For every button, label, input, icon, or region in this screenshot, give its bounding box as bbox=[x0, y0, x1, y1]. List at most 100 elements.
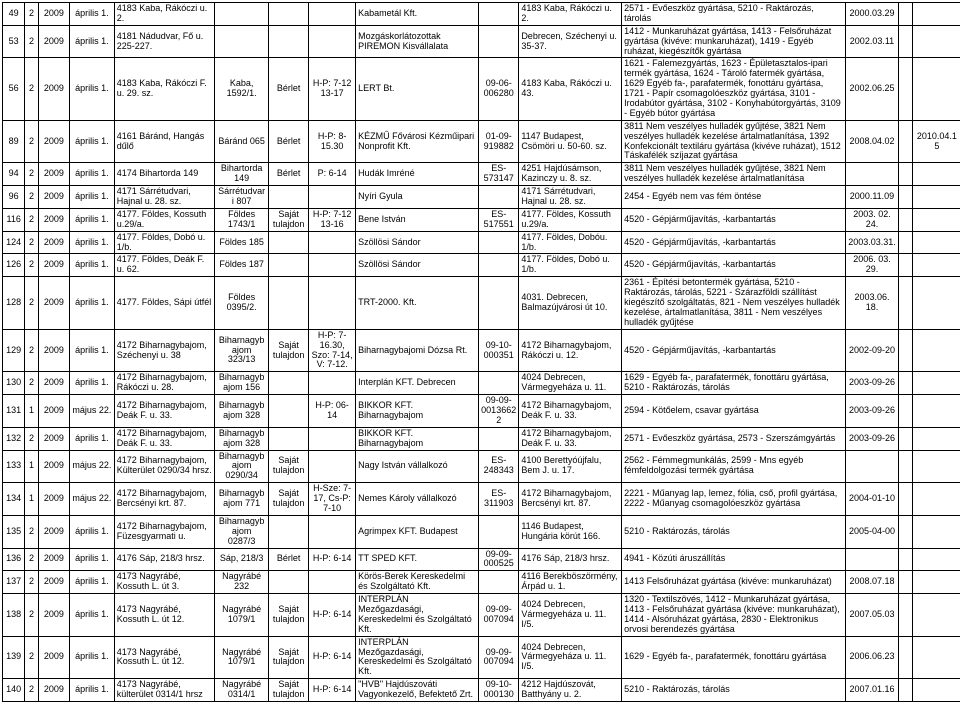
table-cell: 4172 Biharnagybajom, Bercsényi krt. 87. bbox=[519, 483, 622, 516]
table-cell bbox=[309, 277, 356, 329]
table-cell: 2009 bbox=[38, 208, 69, 231]
table-cell: 4176 Sáp, 218/3 hrsz. bbox=[519, 548, 622, 571]
table-cell: Saját tulajdon bbox=[268, 636, 308, 679]
table-cell: 4520 - Gépjárműjavítás, -karbantartás bbox=[622, 231, 846, 254]
table-cell bbox=[899, 254, 912, 277]
table-cell: 133 bbox=[3, 450, 25, 483]
table-cell: Földes 1743/1 bbox=[215, 208, 269, 231]
table-cell: P: 6-14 bbox=[309, 163, 356, 186]
table-cell: 2361 - Építési betontermék gyártása, 521… bbox=[622, 277, 846, 329]
table-cell: 09-09-00136622 bbox=[479, 395, 519, 428]
table-cell bbox=[912, 58, 960, 120]
table-cell: 2000.03.29 bbox=[845, 3, 899, 26]
table-cell: 1146 Budapest, Hungária körút 166. bbox=[519, 515, 622, 548]
table-cell: Szöllösi Sándor bbox=[356, 254, 479, 277]
table-cell: 4181 Nádudvar, Fő u. 225-227. bbox=[114, 25, 215, 58]
table-cell bbox=[479, 277, 519, 329]
table-cell: április 1. bbox=[70, 329, 115, 372]
table-cell: Bene István bbox=[356, 208, 479, 231]
table-cell: Báránd 065 bbox=[215, 120, 269, 163]
table-cell: 2002.06.25 bbox=[845, 58, 899, 120]
table-cell: 2009 bbox=[38, 163, 69, 186]
table-cell bbox=[268, 515, 308, 548]
table-cell: Mozgáskorlátozottak PIREMON Kisvállalata bbox=[356, 25, 479, 58]
table-row: 14022009április 1.4173 Nagyrábé, külterü… bbox=[3, 679, 960, 702]
table-cell: április 1. bbox=[70, 515, 115, 548]
table-cell: április 1. bbox=[70, 186, 115, 209]
table-cell: Saját tulajdon bbox=[268, 329, 308, 372]
table-row: 13222009április 1.4172 Biharnagybajom, D… bbox=[3, 427, 960, 450]
table-cell: 2009 bbox=[38, 231, 69, 254]
table-cell bbox=[479, 231, 519, 254]
table-cell: 129 bbox=[3, 329, 25, 372]
table-cell: H-P: 6-14 bbox=[309, 679, 356, 702]
table-cell: 4172 Biharnagybajom, Deák F. u. 33. bbox=[114, 427, 215, 450]
table-cell: Kabametál Kft. bbox=[356, 3, 479, 26]
table-row: 13312009május 22.4172 Biharnagybajom, Kü… bbox=[3, 450, 960, 483]
table-cell bbox=[268, 372, 308, 395]
table-cell: Saját tulajdon bbox=[268, 483, 308, 516]
table-cell: április 1. bbox=[70, 548, 115, 571]
table-cell: 2007.01.16 bbox=[845, 679, 899, 702]
table-cell: LERT Bt. bbox=[356, 58, 479, 120]
table-cell: 138 bbox=[3, 594, 25, 637]
table-cell bbox=[309, 25, 356, 58]
table-cell: Biharnagyb ajom 156 bbox=[215, 372, 269, 395]
table-cell: 2 bbox=[25, 636, 38, 679]
table-cell: 2 bbox=[25, 679, 38, 702]
table-cell bbox=[912, 329, 960, 372]
table-cell: 4177. Földes, Kossuth u.29/a. bbox=[519, 208, 622, 231]
table-cell: 4177. Földes, Dobóu. 1/b. bbox=[519, 231, 622, 254]
table-cell: 132 bbox=[3, 427, 25, 450]
table-row: 13922009április 1.4173 Nagyrábé, Kossuth… bbox=[3, 636, 960, 679]
table-row: 8922009április 1.4161 Báránd, Hangás dűl… bbox=[3, 120, 960, 163]
table-cell bbox=[912, 571, 960, 594]
table-cell: 2454 - Egyéb nem vas fém öntése bbox=[622, 186, 846, 209]
table-cell bbox=[899, 483, 912, 516]
table-cell bbox=[309, 3, 356, 26]
table-cell: Agrimpex KFT. Budapest bbox=[356, 515, 479, 548]
table-cell: április 1. bbox=[70, 163, 115, 186]
table-cell: 09-06-006280 bbox=[479, 58, 519, 120]
table-cell: Saját tulajdon bbox=[268, 594, 308, 637]
table-cell: 2221 - Műanyag lap, lemez, fólia, cső, p… bbox=[622, 483, 846, 516]
table-cell: Nagyrábé 1079/1 bbox=[215, 636, 269, 679]
table-row: 9422009április 1.4174 Bihartorda 149Biha… bbox=[3, 163, 960, 186]
table-cell: 124 bbox=[3, 231, 25, 254]
table-cell: 4171 Sárrétudvari, Hajnal u. 28. sz. bbox=[114, 186, 215, 209]
table-cell: 2009 bbox=[38, 427, 69, 450]
table-cell: 2009 bbox=[38, 372, 69, 395]
table-cell bbox=[479, 186, 519, 209]
table-cell bbox=[215, 25, 269, 58]
table-cell: 4116 Berekböszörmény, Árpád u. 1. bbox=[519, 571, 622, 594]
table-cell: április 1. bbox=[70, 277, 115, 329]
table-cell bbox=[912, 208, 960, 231]
table-row: 13022009április 1.4172 Biharnagybajom, R… bbox=[3, 372, 960, 395]
table-cell: 09-10-000351 bbox=[479, 329, 519, 372]
table-cell bbox=[912, 372, 960, 395]
table-cell bbox=[899, 231, 912, 254]
table-cell: 4251 Hajdúsámson, Kazinczy u. 8. sz. bbox=[519, 163, 622, 186]
table-cell bbox=[845, 450, 899, 483]
table-cell bbox=[309, 427, 356, 450]
table-cell bbox=[268, 3, 308, 26]
table-cell: INTERPLÁN Mezőgazdasági, Kereskedelmi és… bbox=[356, 594, 479, 637]
table-cell bbox=[912, 450, 960, 483]
table-cell: Bérlet bbox=[268, 58, 308, 120]
table-cell: 4520 - Gépjárműjavítás, -karbantartás bbox=[622, 254, 846, 277]
table-cell: 1412 - Munkaruházat gyártása, 1413 - Fel… bbox=[622, 25, 846, 58]
table-cell: 2571 - Evőeszköz gyártása, 2573 - Szersz… bbox=[622, 427, 846, 450]
table-cell: BIKKOR KFT. Biharnagybajom bbox=[356, 395, 479, 428]
table-body: 4922009április 1.4183 Kaba, Rákóczi u. 2… bbox=[3, 3, 960, 702]
table-cell bbox=[309, 571, 356, 594]
table-row: 13622009április 1.4176 Sáp, 218/3 hrsz.S… bbox=[3, 548, 960, 571]
table-cell: április 1. bbox=[70, 679, 115, 702]
table-cell bbox=[899, 594, 912, 637]
table-cell: Nemes Károly vállalkozó bbox=[356, 483, 479, 516]
table-cell: Nagyrábé 232 bbox=[215, 571, 269, 594]
table-cell: 09-10-000130 bbox=[479, 679, 519, 702]
table-cell: 4024 Debrecen, Vármegyeháza u. 11. I/5. bbox=[519, 636, 622, 679]
table-cell: 2 bbox=[25, 329, 38, 372]
table-cell bbox=[479, 254, 519, 277]
table-cell bbox=[912, 25, 960, 58]
